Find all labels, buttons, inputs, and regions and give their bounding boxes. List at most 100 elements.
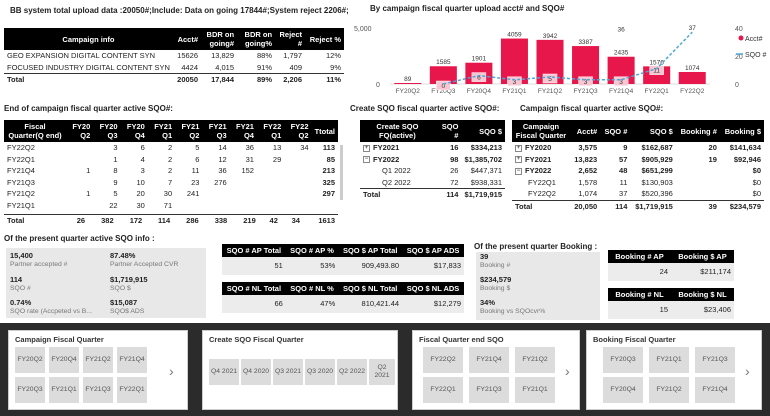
col-sqo-amount[interactable]: SQO $ [461, 120, 505, 142]
slicer-create-sqo-fq[interactable]: Create SQO Fiscal Quarter Q4 2021 Q4 202… [202, 330, 398, 410]
col-fy21q3[interactable]: FY21 Q3 [202, 120, 230, 142]
table-row[interactable]: FY21Q3 9 10 7 23 276 325 [4, 177, 338, 189]
chevron-right-icon[interactable]: › [169, 363, 174, 379]
slicer-chip[interactable]: FY21Q3 [469, 377, 509, 403]
col-sqo-ap-total[interactable]: SQO # AP Total [222, 244, 286, 257]
sqo-line[interactable] [443, 31, 693, 85]
expand-icon[interactable]: + [515, 144, 522, 152]
slicer-chip[interactable]: FY21Q1 [49, 377, 79, 403]
table-row[interactable]: + FY2020 3,575 9 $162,687 20 $141,634 [512, 142, 764, 154]
table-row[interactable]: FY22Q2 1,074 37 $520,396 $0 [512, 188, 764, 200]
col-sqo-dollar-ap-ads[interactable]: SQO $ AP ADS [402, 244, 464, 257]
chevron-right-icon[interactable]: › [745, 363, 750, 379]
slicer-chip[interactable]: FY22Q2 [423, 347, 463, 373]
expand-icon[interactable]: + [515, 156, 522, 164]
slicer-chip[interactable]: FY20Q3 [603, 347, 643, 373]
col-campaign-fq[interactable]: Campaign Fiscal Quarter [512, 120, 570, 142]
slicer-campaign-fq[interactable]: Campaign Fiscal Quarter FY20Q2 FY20Q4 FY… [8, 330, 188, 410]
col-booking-num[interactable]: Booking # [675, 120, 720, 142]
slicer-chip[interactable]: FY21Q2 [649, 377, 689, 403]
col-create-sqo-fq[interactable]: Create SQO FQ(active) [360, 120, 435, 142]
col-reject-pct[interactable]: Reject % [305, 28, 344, 50]
col-sqo-count[interactable]: SQO # [434, 120, 462, 142]
upload-combo-chart[interactable]: 5,000089FY20Q21585FY20Q301901FY20Q464059… [350, 14, 770, 98]
slicer-booking-fq[interactable]: Booking Fiscal Quarter FY20Q3 FY21Q1 FY2… [586, 330, 762, 410]
slicer-chip[interactable]: Q4 2020 [241, 359, 271, 385]
slicer-chip[interactable]: FY21Q4 [469, 347, 509, 373]
col-reject[interactable]: Reject # [275, 28, 306, 50]
slicer-chip[interactable]: FY21Q2 [83, 347, 113, 373]
table-row[interactable]: FOCUSED INDUSTRY DIGITAL CONTENT SYN 4424… [7, 62, 341, 72]
col-booking-nl-amount[interactable]: Booking $ NL [671, 288, 734, 301]
slicer-fq-end-sqo[interactable]: Fiscal Quarter end SQO FY22Q2 FY21Q4 FY2… [412, 330, 580, 410]
slicer-chip[interactable]: FY22Q1 [117, 377, 147, 403]
slicer-chip[interactable]: Q3 2021 [273, 359, 303, 385]
table-row[interactable]: GEO EXPANSION DIGITAL CONTENT SYN 15626 13… [7, 51, 341, 60]
slicer-chip[interactable]: Q3 2020 [305, 359, 335, 385]
col-fy21q4[interactable]: FY21 Q4 [229, 120, 257, 142]
table-row[interactable]: − FY2022 98 $1,385,702 [360, 154, 505, 166]
col-sqo-dollar-nl-total[interactable]: SQO $ NL Total [338, 282, 403, 295]
col-fy22q1[interactable]: FY22 Q1 [256, 120, 285, 142]
slicer-chip[interactable]: Q2 2022 [337, 359, 367, 385]
col-sqo-num[interactable]: SQO # [600, 120, 631, 142]
bar-acct[interactable] [429, 66, 457, 84]
slicer-chip[interactable]: FY21Q4 [695, 377, 735, 403]
table-row[interactable]: Q1 2022 26 $447,371 [360, 165, 505, 177]
col-fy20q4[interactable]: FY20 Q4 [120, 120, 148, 142]
col-booking-dollar[interactable]: Booking $ [719, 120, 764, 142]
bar-acct[interactable] [500, 38, 528, 84]
legend-sqo[interactable]: SQO # [745, 52, 767, 59]
table-row[interactable]: − FY2022 2,652 48 $651,299 $0 [512, 165, 764, 177]
slicer-chip[interactable]: FY20Q4 [603, 377, 643, 403]
chevron-right-icon[interactable]: › [565, 363, 570, 379]
bar-acct[interactable] [394, 83, 422, 84]
table-row[interactable]: FY21Q2 1 5 20 30 241 297 [4, 188, 338, 200]
slicer-chip[interactable]: FY21Q3 [695, 347, 735, 373]
legend-acct[interactable]: Acct# [745, 36, 763, 43]
col-booking-ap-count[interactable]: Booking # AP [608, 250, 671, 263]
col-sqo-ap-pct[interactable]: SQO # AP % [285, 244, 339, 257]
col-bdr-going[interactable]: BDR on going# [201, 28, 238, 50]
slicer-chip[interactable]: FY20Q4 [49, 347, 79, 373]
table-row[interactable]: FY22Q1 1,578 11 $130,903 $0 [512, 177, 764, 189]
col-fy20q3[interactable]: FY20 Q3 [93, 120, 121, 142]
col-sqo-dollar-ap-total[interactable]: SQO $ AP Total [338, 244, 403, 257]
bar-acct[interactable] [678, 71, 706, 84]
col-fy22q2[interactable]: FY22 Q2 [284, 120, 312, 142]
slicer-chip[interactable]: FY20Q3 [15, 377, 45, 403]
collapse-icon[interactable]: − [363, 156, 370, 164]
col-acct[interactable]: Acct# [172, 28, 202, 50]
col-campaign-info[interactable]: Campaign info [4, 28, 173, 50]
expand-icon[interactable]: + [363, 144, 370, 152]
slicer-chip[interactable]: FY21Q3 [83, 377, 113, 403]
col-sqo-dollar[interactable]: SQO $ [630, 120, 676, 142]
slicer-chip[interactable]: FY20Q2 [15, 347, 45, 373]
slicer-chip[interactable]: FY21Q4 [117, 347, 147, 373]
col-total[interactable]: Ttotal [311, 120, 338, 142]
table-row[interactable]: + FY2021 16 $334,213 [360, 142, 505, 154]
table-row[interactable]: FY21Q1 22 30 71 [4, 200, 338, 212]
collapse-icon[interactable]: − [515, 167, 522, 175]
table-row[interactable]: FY22Q2 3 6 2 5 14 36 13 34 113 [4, 142, 338, 154]
slicer-chip[interactable]: Q2 2021 [369, 359, 395, 385]
slicer-chip[interactable]: FY21Q1 [649, 347, 689, 373]
col-booking-nl-count[interactable]: Booking # NL [608, 288, 671, 301]
col-bdr-going-pct[interactable]: BDR on going% [237, 28, 276, 50]
col-fiscal-quarter[interactable]: Fiscal Quarter(Q end) [4, 120, 66, 142]
table-row[interactable]: FY21Q4 1 8 3 2 11 36 152 213 [4, 165, 338, 177]
slicer-chip[interactable]: Q4 2021 [209, 359, 239, 385]
col-fy21q1[interactable]: FY21 Q1 [147, 120, 176, 142]
table-row[interactable]: FY22Q1 1 4 2 6 12 31 29 85 [4, 154, 338, 166]
col-fy21q2[interactable]: FY21 Q2 [175, 120, 203, 142]
table-row[interactable]: + FY2021 13,823 57 $905,929 19 $92,946 [512, 154, 764, 166]
slicer-chip[interactable]: FY21Q2 [515, 347, 555, 373]
col-sqo-nl-pct[interactable]: SQO # NL % [285, 282, 339, 295]
table-row[interactable]: Q2 2022 72 $938,331 [360, 177, 505, 189]
active-sqo-scrollbar[interactable] [340, 145, 343, 200]
col-fy20q2[interactable]: FY20 Q2 [66, 120, 94, 142]
col-sqo-nl-total[interactable]: SQO # NL Total [222, 282, 286, 295]
slicer-chip[interactable]: FY21Q1 [515, 377, 555, 403]
slicer-chip[interactable]: FY22Q1 [423, 377, 463, 403]
col-booking-ap-amount[interactable]: Booking $ AP [671, 250, 734, 263]
